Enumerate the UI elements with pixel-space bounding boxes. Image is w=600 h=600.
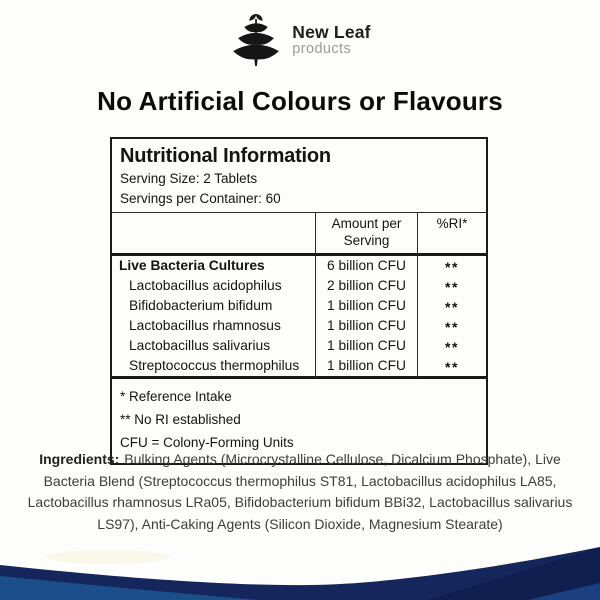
footnote: ** No RI established — [120, 412, 241, 427]
headline-claim: No Artificial Colours or Flavours — [97, 86, 503, 116]
row-name: Bifidobacterium bifidum — [129, 298, 273, 313]
row-ri: ** — [417, 336, 486, 358]
row-amount: 2 billion CFU — [315, 276, 417, 298]
column-header-amount: Amount per Serving — [315, 213, 417, 253]
row-name: Live Bacteria Cultures — [119, 258, 265, 273]
brand-name: New Leaf — [292, 21, 371, 42]
ingredients-label: Ingredients: — [39, 451, 120, 467]
table-row: Live Bacteria Cultures 6 billion CFU ** — [112, 256, 486, 278]
footnote: * Reference Intake — [120, 389, 232, 404]
row-amount: 1 billion CFU — [315, 296, 417, 318]
nutrition-panel-header: Nutritional Information Serving Size: 2 … — [112, 139, 486, 212]
table-row: Lactobacillus rhamnosus 1 billion CFU ** — [112, 316, 486, 338]
column-header-row: Amount per Serving %RI* — [112, 212, 486, 256]
row-ri: ** — [417, 356, 486, 378]
row-amount: 1 billion CFU — [315, 356, 417, 378]
table-row: Lactobacillus salivarius 1 billion CFU *… — [112, 336, 486, 358]
row-ri: ** — [417, 296, 486, 318]
row-ri: ** — [417, 256, 486, 278]
tree-icon — [233, 14, 280, 66]
wave-shape-dark-right — [428, 547, 600, 600]
row-ri: ** — [417, 316, 486, 338]
column-header-blank — [112, 213, 315, 253]
servings-per-container: Servings per Container: 60 — [120, 191, 281, 206]
row-amount: 6 billion CFU — [315, 256, 417, 278]
bottom-wave-decoration — [0, 547, 600, 600]
nutrition-footnotes: * Reference Intake ** No RI established … — [112, 376, 486, 463]
table-row: Streptococcus thermophilus 1 billion CFU… — [112, 356, 486, 378]
row-amount: 1 billion CFU — [315, 316, 417, 338]
column-header-ri: %RI* — [417, 213, 486, 253]
wave-shape-bright-corner — [528, 583, 600, 600]
table-row: Bifidobacterium bifidum 1 billion CFU ** — [112, 296, 486, 318]
row-amount: 1 billion CFU — [315, 336, 417, 358]
footnote: CFU = Colony-Forming Units — [120, 435, 294, 450]
ingredients-paragraph: Ingredients: Bulking Agents (Microcrystal… — [20, 449, 580, 535]
row-name: Lactobacillus salivarius — [129, 338, 271, 353]
row-name: Lactobacillus rhamnosus — [129, 318, 281, 333]
row-name: Lactobacillus acidophilus — [129, 278, 282, 293]
ingredients-text: Bulking Agents (Microcrystalline Cellulo… — [27, 451, 573, 532]
brand-wordmark: New Leaf products — [292, 21, 371, 58]
nutrition-rows: Live Bacteria Cultures 6 billion CFU ** … — [112, 256, 486, 378]
nutrition-panel: Nutritional Information Serving Size: 2 … — [110, 137, 488, 465]
wave-highlight — [46, 550, 170, 564]
wave-shape-blue-left — [0, 576, 258, 600]
nutrition-title: Nutritional Information — [120, 145, 331, 167]
table-row: Lactobacillus acidophilus 2 billion CFU … — [112, 276, 486, 298]
brand-subtitle: products — [292, 41, 352, 58]
row-name: Streptococcus thermophilus — [129, 358, 300, 373]
brand-logo: New Leaf products — [0, 14, 600, 66]
wave-shape-navy — [0, 547, 600, 600]
serving-size: Serving Size: 2 Tablets — [120, 171, 258, 186]
row-ri: ** — [417, 276, 486, 298]
